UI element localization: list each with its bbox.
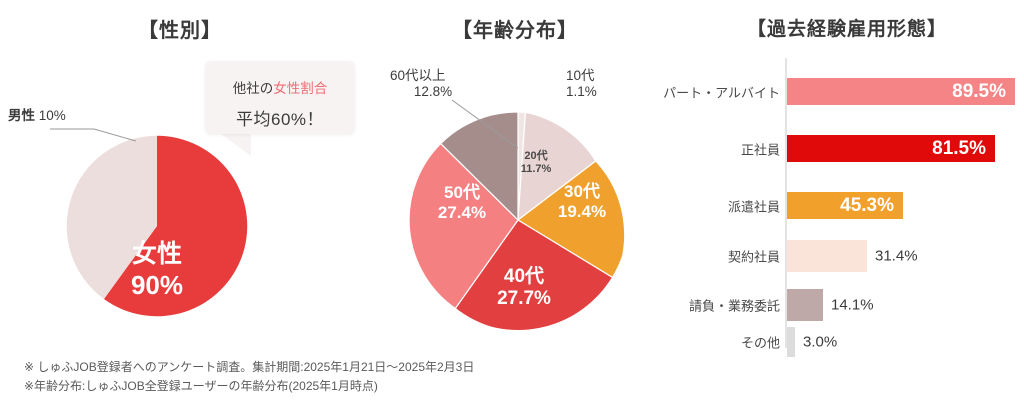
gender-slice-male	[66, 135, 157, 300]
bar-fill-contract	[787, 240, 867, 272]
gender-male-label: 男性 10%	[8, 108, 66, 123]
bar-label-contract: 契約社員	[727, 249, 780, 265]
bar-fill-subcontract	[787, 289, 823, 321]
bar-value-part-time: 89.5%	[952, 80, 1006, 102]
bar-fill-fulltime: 81.5%	[787, 135, 995, 162]
bar-track-part-time: 89.5%	[787, 78, 1015, 105]
footnote-line-1: ※ しゅふJOB登録者へのアンケート調査。集計期間:2025年1月21日～202…	[24, 360, 475, 374]
callout-line-1: 他社の女性割合	[232, 81, 328, 96]
age-slice-20s	[517, 111, 597, 222]
bar-track-dispatch: 45.3%	[787, 192, 903, 219]
table-row: 派遣社員 45.3%	[670, 192, 1024, 219]
bar-label-fulltime: 正社員	[740, 142, 780, 157]
age-chart-panel: 【年齢分布】	[360, 0, 670, 360]
bar-value-fulltime: 81.5%	[932, 137, 986, 159]
table-row: 正社員 81.5%	[670, 135, 1024, 162]
footnotes: ※ しゅふJOB登録者へのアンケート調査。集計期間:2025年1月21日～202…	[24, 358, 664, 397]
bar-value-subcontract: 14.1%	[831, 296, 874, 314]
employment-bar-chart: パート・アルバイト 89.5% 正社員 81.5% 派遣社員	[663, 0, 1024, 360]
gender-chart-title: 【性別】	[138, 20, 222, 42]
bar-fill-part-time: 89.5%	[787, 78, 1015, 105]
employment-chart-title: 【過去経験雇用形態】	[746, 19, 947, 40]
gender-slice-female	[103, 135, 248, 317]
table-row: パート・アルバイト 89.5%	[663, 78, 1024, 105]
gender-callout-bubble: 他社の女性割合 平均60%！	[205, 61, 355, 134]
bar-label-subcontract: 請負・業務委託	[688, 298, 780, 314]
employment-chart-panel: 【過去経験雇用形態】 パート・アルバイト 89.5% 正社員 81.5%	[663, 0, 1024, 360]
bar-fill-other	[787, 327, 795, 357]
bar-label-dispatch: 派遣社員	[727, 199, 780, 214]
bar-label-other: その他	[740, 335, 780, 351]
bar-value-other: 3.0%	[803, 333, 838, 351]
male-leader-line	[50, 128, 136, 142]
gender-pie-chart	[66, 135, 248, 317]
age-slice-50s	[408, 142, 519, 310]
table-row: 請負・業務委託 14.1%	[670, 289, 1024, 321]
footnote-line-2: ※年齢分布:しゅふJOB全登録ユーザーの年齢分布(2025年1月時点)	[24, 379, 378, 394]
table-row: その他 3.0%	[670, 327, 1024, 357]
bar-label-part-time: パート・アルバイト	[663, 85, 780, 100]
bar-value-dispatch: 45.3%	[840, 194, 894, 216]
age-chart-title: 【年齢分布】	[452, 20, 578, 42]
table-row: 契約社員 31.4%	[670, 240, 1024, 272]
bar-track-other	[787, 327, 795, 357]
age-leader-line	[452, 99, 518, 149]
callout-line-2: 平均60%！	[235, 110, 325, 129]
bar-fill-dispatch: 45.3%	[787, 192, 903, 219]
bar-chart-axis	[785, 58, 787, 348]
bar-track-contract	[787, 240, 867, 272]
age-pie-chart	[408, 111, 626, 330]
bar-value-contract: 31.4%	[875, 247, 918, 265]
bar-track-subcontract	[787, 289, 823, 321]
bar-track-fulltime: 81.5%	[787, 135, 995, 162]
gender-chart-panel: 【性別】 女性 90% 男性 10% 他社の女性割合 平均60%！	[0, 0, 360, 360]
age-slice-60s-plus	[439, 111, 519, 222]
